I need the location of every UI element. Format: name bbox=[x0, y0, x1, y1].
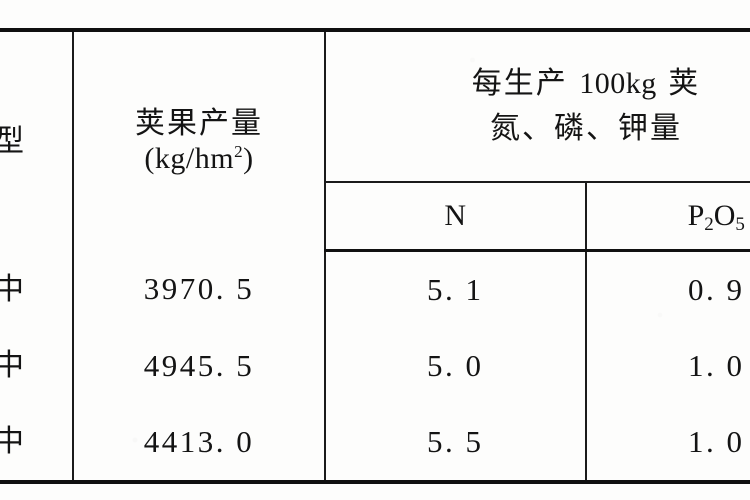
table-row: 中 3970. 5 5. 1 0. 9 bbox=[0, 250, 750, 329]
header-cell-type: 型 bbox=[0, 28, 74, 251]
p2o5-sub-5: 5 bbox=[735, 214, 745, 236]
p2o5-sub-2: 2 bbox=[704, 214, 714, 236]
cell-nitrogen: 5. 5 bbox=[325, 404, 587, 484]
cell-phosphorus: 0. 9 bbox=[586, 251, 750, 329]
cell-type: 中 bbox=[0, 250, 74, 328]
cell-value-phosphorus: 0. 9 bbox=[688, 271, 745, 307]
cell-yield: 4413. 0 bbox=[73, 404, 326, 484]
cell-phosphorus: 1. 0 bbox=[585, 404, 750, 484]
header-cell-yield: 荚果产量 (kg/hm2) bbox=[73, 28, 326, 251]
header-cell-nutrient-group: 每生产 100kg 荚 氮、磷、钾量 bbox=[325, 28, 750, 183]
cell-value-yield: 4413. 0 bbox=[143, 423, 255, 459]
header-label-yield-title: 荚果产量 bbox=[135, 105, 263, 141]
cell-nitrogen: 5. 0 bbox=[325, 328, 587, 404]
cell-yield: 4945. 5 bbox=[73, 328, 326, 404]
cell-value-nitrogen: 5. 0 bbox=[427, 347, 484, 383]
cell-yield: 3970. 5 bbox=[73, 250, 326, 328]
cell-value-yield: 4945. 5 bbox=[143, 347, 255, 383]
header-label-nitrogen: N bbox=[444, 199, 467, 233]
p2o5-o: O bbox=[713, 199, 736, 233]
cell-phosphorus: 1. 0 bbox=[586, 328, 750, 404]
header-label-yield-unit: (kg/hm2) bbox=[74, 141, 324, 176]
cell-value-phosphorus: 1. 0 bbox=[688, 423, 745, 459]
cell-value-phosphorus: 1. 0 bbox=[688, 347, 745, 383]
cell-value-nitrogen: 5. 5 bbox=[427, 423, 484, 459]
table-row: 中 4413. 0 5. 5 1. 0 bbox=[0, 404, 750, 484]
cell-value-type: 中 bbox=[0, 424, 24, 460]
unit-paren-close: ) bbox=[243, 142, 254, 176]
table-header-row-primary: 型 荚果产量 (kg/hm2) 每生产 100kg 荚 氮、磷、钾量 bbox=[0, 28, 750, 251]
header-cell-nitrogen: N bbox=[325, 181, 587, 252]
nutrient-line1-amount: 100kg bbox=[579, 67, 657, 101]
unit-paren-open: ( bbox=[144, 142, 155, 176]
unit-exponent: 2 bbox=[234, 142, 244, 162]
nutrient-line1-suffix: 荚 bbox=[656, 66, 701, 102]
cell-type: 中 bbox=[0, 328, 74, 404]
header-cell-phosphorus: P2O5 bbox=[585, 181, 750, 252]
header-label-nutrient-line2: 氮、磷、钾量 bbox=[490, 111, 682, 147]
nutrient-yield-table: 型 荚果产量 (kg/hm2) 每生产 100kg 荚 氮、磷、钾量 bbox=[0, 28, 750, 484]
cell-nitrogen: 5. 1 bbox=[325, 250, 587, 328]
unit-text: kg/hm bbox=[154, 142, 235, 176]
cell-value-nitrogen: 5. 1 bbox=[427, 271, 484, 307]
header-label-type: 型 bbox=[0, 123, 24, 159]
header-label-phosphorus: P2O5 bbox=[687, 199, 745, 236]
cell-value-type: 中 bbox=[0, 348, 24, 384]
p2o5-p: P bbox=[687, 199, 705, 233]
cell-type: 中 bbox=[0, 404, 74, 484]
table-row: 中 4945. 5 5. 0 1. 0 bbox=[0, 328, 750, 404]
table-header-row-subcolumns: N P2O5 bbox=[0, 181, 750, 252]
nutrient-line1-prefix: 每生产 bbox=[471, 66, 580, 102]
header-label-nutrient-line1: 每生产 100kg 荚 bbox=[326, 66, 750, 101]
cell-value-yield: 3970. 5 bbox=[143, 270, 255, 306]
cell-value-type: 中 bbox=[0, 271, 24, 307]
